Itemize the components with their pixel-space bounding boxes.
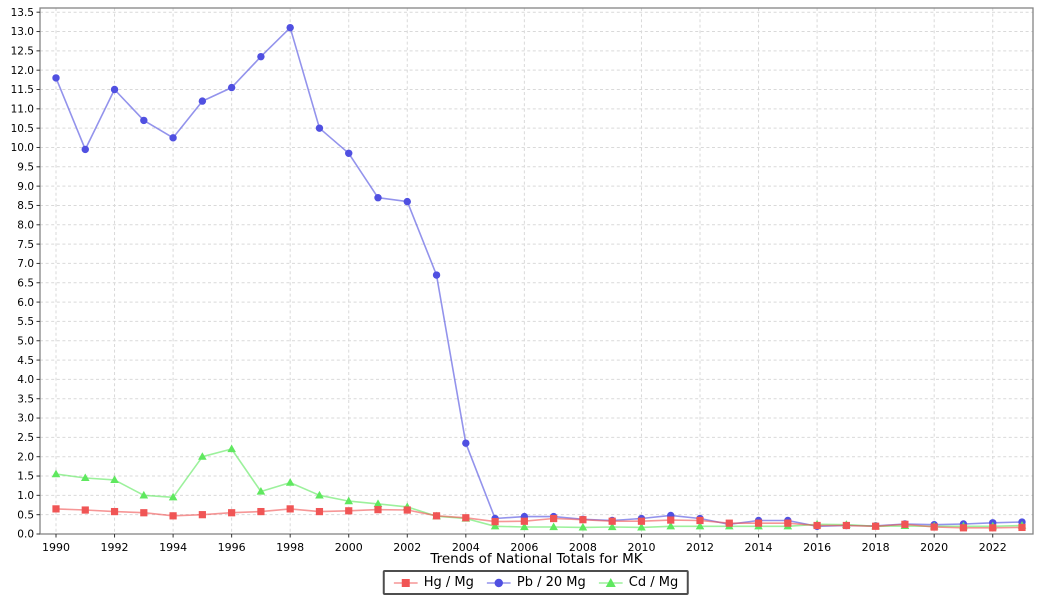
svg-text:2000: 2000 <box>335 541 363 554</box>
svg-text:7.5: 7.5 <box>17 239 34 251</box>
svg-text:8.5: 8.5 <box>17 200 34 212</box>
svg-text:13.5: 13.5 <box>11 7 34 19</box>
series-markers <box>52 23 1026 530</box>
svg-text:10.0: 10.0 <box>11 142 34 154</box>
svg-text:0.5: 0.5 <box>17 509 34 521</box>
legend-label: Hg / Mg <box>423 575 474 590</box>
svg-text:2012: 2012 <box>686 541 714 554</box>
svg-text:4.5: 4.5 <box>17 355 34 367</box>
series-cd-mg <box>51 444 1027 531</box>
svg-text:7.0: 7.0 <box>17 258 34 270</box>
series-markers <box>51 444 1027 531</box>
svg-text:2008: 2008 <box>569 541 597 554</box>
square-marker-icon <box>393 578 418 587</box>
legend-item-cd: Cd / Mg <box>598 575 679 590</box>
svg-text:10.5: 10.5 <box>11 123 34 135</box>
svg-text:2006: 2006 <box>510 541 538 554</box>
svg-text:11.0: 11.0 <box>11 104 34 116</box>
svg-text:9.0: 9.0 <box>17 181 34 193</box>
svg-text:2004: 2004 <box>452 541 480 554</box>
svg-text:1990: 1990 <box>42 541 70 554</box>
svg-text:9.5: 9.5 <box>17 162 34 174</box>
svg-text:1996: 1996 <box>218 541 246 554</box>
svg-text:12.5: 12.5 <box>11 46 34 58</box>
svg-text:6.0: 6.0 <box>17 297 34 309</box>
svg-text:1.5: 1.5 <box>17 471 34 483</box>
svg-text:2010: 2010 <box>627 541 655 554</box>
svg-text:13.0: 13.0 <box>11 26 34 38</box>
svg-text:6.5: 6.5 <box>17 277 34 289</box>
svg-text:5.5: 5.5 <box>17 316 34 328</box>
series-line <box>55 508 1023 529</box>
chart-title: Trends of National Totals for MK <box>430 551 643 567</box>
svg-text:2014: 2014 <box>745 541 773 554</box>
plot-border <box>39 7 1034 535</box>
svg-text:5.0: 5.0 <box>17 335 34 347</box>
legend-label: Pb / 20 Mg <box>516 575 586 590</box>
svg-text:2018: 2018 <box>862 541 890 554</box>
grid <box>40 8 1033 534</box>
svg-text:11.5: 11.5 <box>11 84 34 96</box>
svg-text:3.0: 3.0 <box>17 413 34 425</box>
svg-text:1994: 1994 <box>159 541 187 554</box>
svg-text:2.5: 2.5 <box>17 432 34 444</box>
svg-text:2016: 2016 <box>803 541 831 554</box>
svg-text:4.0: 4.0 <box>17 374 34 386</box>
legend: Hg / Mg Pb / 20 Mg Cd / Mg <box>382 570 690 595</box>
svg-text:3.5: 3.5 <box>17 393 34 405</box>
triangle-marker-icon <box>598 577 623 587</box>
svg-text:2.0: 2.0 <box>17 451 34 463</box>
svg-text:2002: 2002 <box>393 541 421 554</box>
x-axis: 1990 1992 1994 1996 1998 2000 2002 2004 2006 2008… <box>42 534 1007 554</box>
series-markers <box>52 505 1026 532</box>
svg-text:1998: 1998 <box>276 541 304 554</box>
series-pb-20-mg <box>52 23 1026 530</box>
series-hg-mg <box>52 505 1026 532</box>
y-axis: 0.0 0.5 1.0 1.5 2.0 2.5 3.0 3.5 4.0 4.5 5.0 5.5 6.0 6… <box>11 7 40 541</box>
svg-text:1992: 1992 <box>101 541 129 554</box>
svg-text:2022: 2022 <box>979 541 1007 554</box>
svg-text:2020: 2020 <box>920 541 948 554</box>
circle-marker-icon <box>486 578 511 587</box>
svg-text:1.0: 1.0 <box>17 490 34 502</box>
legend-label: Cd / Mg <box>628 575 679 590</box>
legend-item-pb: Pb / 20 Mg <box>486 575 586 590</box>
svg-text:0.0: 0.0 <box>17 529 34 541</box>
svg-text:12.0: 12.0 <box>11 65 34 77</box>
svg-text:8.0: 8.0 <box>17 219 34 231</box>
legend-item-hg: Hg / Mg <box>393 575 474 590</box>
